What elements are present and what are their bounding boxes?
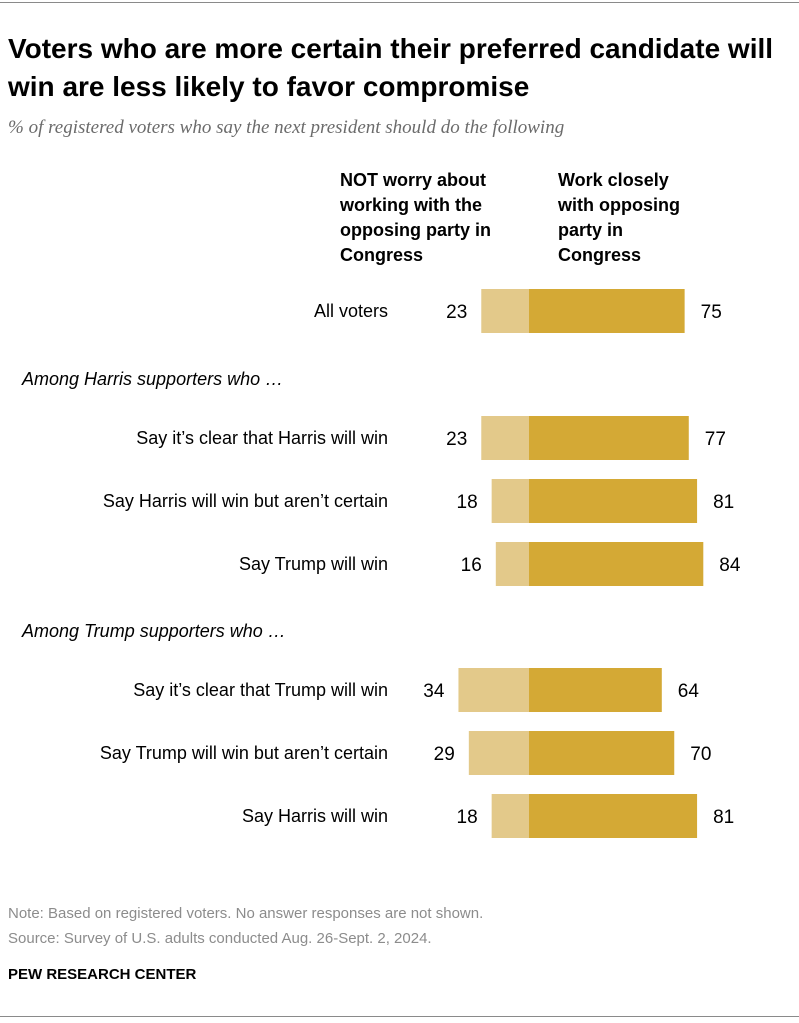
group-heading: Among Harris supporters who … [21, 369, 283, 389]
right-column-header: Work closely with opposing party in Cong… [558, 170, 680, 265]
chart-title: Voters who are more certain their prefer… [8, 33, 774, 102]
category-label: Say Harris will win [242, 806, 388, 826]
value-label-not-worry: 16 [461, 555, 482, 576]
category-label: Say Trump will win but aren’t certain [100, 743, 388, 763]
category-label: All voters [314, 301, 388, 321]
value-label-not-worry: 18 [457, 807, 478, 828]
value-label-work-closely: 81 [713, 807, 734, 828]
bar-not-worry [481, 289, 529, 333]
diverging-bar-chart: Among Harris supporters who … Among Trump… [21, 289, 741, 838]
top-rule [0, 2, 799, 3]
bar-work-closely [529, 289, 685, 333]
bar-not-worry [495, 542, 529, 586]
bar-not-worry [491, 794, 529, 838]
category-label: Say it’s clear that Harris will win [136, 428, 388, 448]
source-text: Source: Survey of U.S. adults conducted … [8, 930, 432, 947]
group-heading: Among Trump supporters who … [21, 621, 286, 641]
bar-not-worry [481, 416, 529, 460]
bar-work-closely [529, 542, 704, 586]
left-column-header: NOT worry about working with the opposin… [340, 170, 491, 265]
bar-not-worry [491, 479, 529, 523]
bar-work-closely [529, 794, 698, 838]
bar-work-closely [529, 479, 698, 523]
category-label: Say Trump will win [239, 554, 388, 574]
category-label: Say Harris will win but aren’t certain [103, 491, 388, 511]
bar-work-closely [529, 668, 662, 712]
value-label-not-worry: 18 [457, 492, 478, 513]
bottom-rule [0, 1016, 799, 1017]
value-label-work-closely: 70 [690, 744, 711, 765]
value-label-work-closely: 64 [678, 681, 700, 702]
bar-not-worry [458, 668, 529, 712]
value-label-work-closely: 81 [713, 492, 734, 513]
pew-research-center-logo: PEW RESEARCH CENTER [8, 966, 197, 983]
bar-work-closely [529, 731, 675, 775]
value-label-not-worry: 23 [446, 302, 467, 323]
bar-not-worry [468, 731, 529, 775]
value-label-work-closely: 84 [719, 555, 741, 576]
chart-subtitle: % of registered voters who say the next … [8, 117, 565, 138]
note-text: Note: Based on registered voters. No ans… [8, 905, 484, 922]
bar-work-closely [529, 416, 689, 460]
value-label-not-worry: 29 [434, 744, 455, 765]
value-label-not-worry: 23 [446, 429, 467, 450]
value-label-work-closely: 75 [701, 302, 722, 323]
value-label-not-worry: 34 [423, 681, 445, 702]
category-label: Say it’s clear that Trump will win [133, 680, 388, 700]
value-label-work-closely: 77 [705, 429, 726, 450]
